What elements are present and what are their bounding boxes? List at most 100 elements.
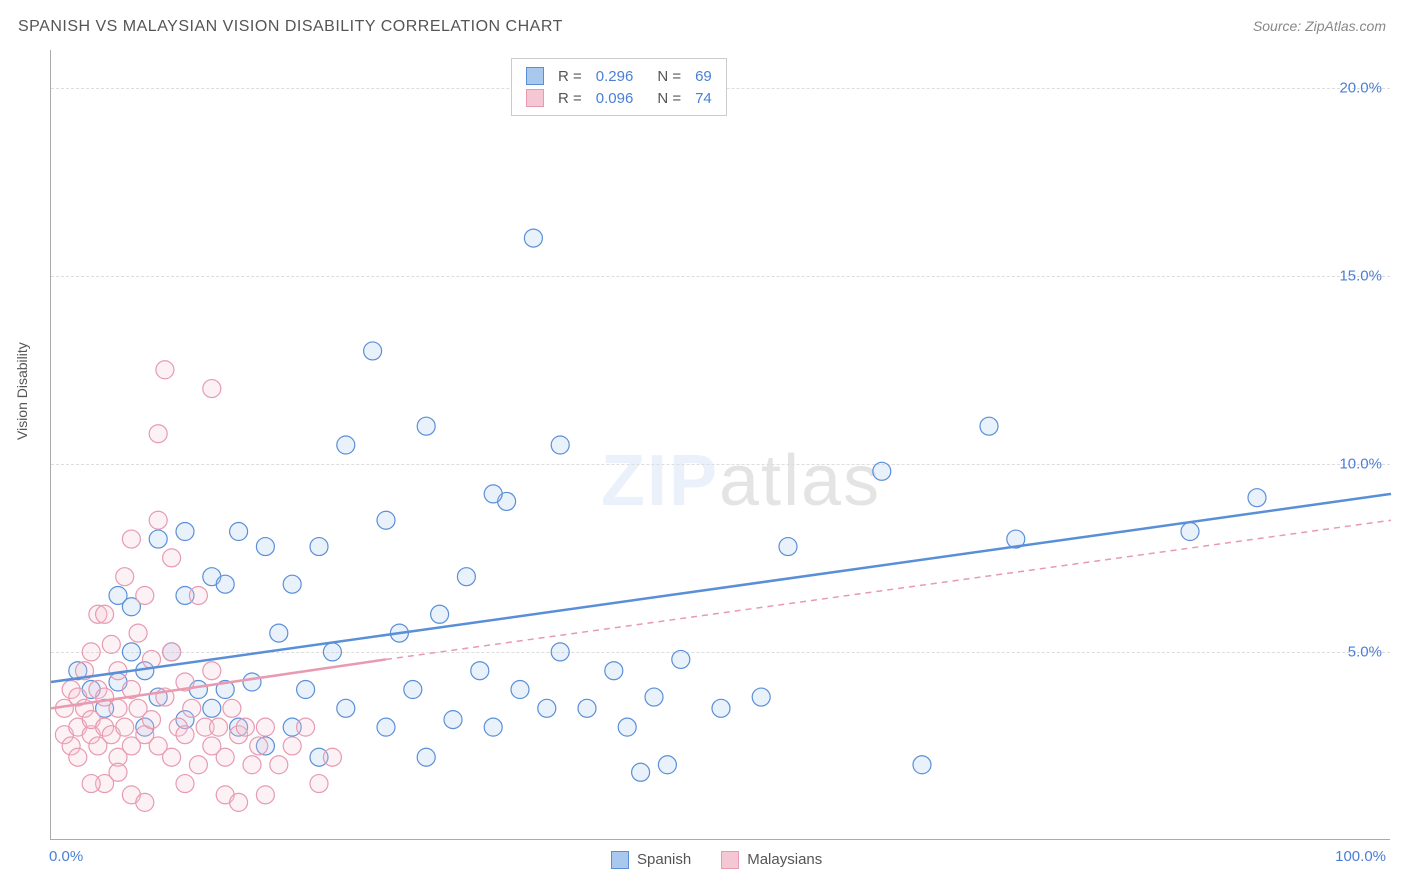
- data-point: [96, 605, 114, 623]
- data-point: [457, 568, 475, 586]
- data-point: [210, 718, 228, 736]
- data-point: [243, 756, 261, 774]
- data-point: [484, 718, 502, 736]
- data-point: [176, 775, 194, 793]
- legend-n-label: N =: [657, 90, 681, 107]
- data-point: [538, 699, 556, 717]
- legend-series-item: Malaysians: [721, 851, 822, 869]
- data-point: [216, 575, 234, 593]
- data-point: [116, 568, 134, 586]
- data-point: [176, 523, 194, 541]
- data-point: [250, 737, 268, 755]
- data-point: [873, 462, 891, 480]
- data-point: [136, 793, 154, 811]
- data-point: [109, 763, 127, 781]
- data-point: [632, 763, 650, 781]
- legend-stats: R = 0.296 N = 69 R = 0.096 N = 74: [511, 58, 727, 116]
- data-point: [431, 605, 449, 623]
- legend-n-label: N =: [657, 68, 681, 85]
- trend-line: [51, 494, 1391, 682]
- y-axis-label: Vision Disability: [14, 342, 30, 440]
- data-point: [323, 748, 341, 766]
- legend-swatch: [611, 851, 629, 869]
- data-point: [230, 793, 248, 811]
- data-point: [417, 417, 435, 435]
- data-point: [283, 737, 301, 755]
- data-point: [69, 748, 87, 766]
- data-point: [82, 643, 100, 661]
- legend-series-item: Spanish: [611, 851, 691, 869]
- data-point: [913, 756, 931, 774]
- data-point: [337, 436, 355, 454]
- data-point: [645, 688, 663, 706]
- legend-r-label: R =: [558, 68, 582, 85]
- data-point: [203, 380, 221, 398]
- data-point: [116, 718, 134, 736]
- legend-n-value: 69: [695, 68, 712, 85]
- legend-swatch: [526, 89, 544, 107]
- data-point: [337, 699, 355, 717]
- data-point: [203, 699, 221, 717]
- data-point: [223, 699, 241, 717]
- data-point: [310, 775, 328, 793]
- data-point: [658, 756, 676, 774]
- legend-n-value: 74: [695, 90, 712, 107]
- data-point: [143, 650, 161, 668]
- scatter-svg: [51, 50, 1390, 839]
- x-tick-label: 0.0%: [49, 848, 83, 865]
- data-point: [980, 417, 998, 435]
- legend-swatch: [526, 67, 544, 85]
- data-point: [176, 726, 194, 744]
- data-point: [163, 643, 181, 661]
- data-point: [578, 699, 596, 717]
- data-point: [82, 775, 100, 793]
- data-point: [283, 575, 301, 593]
- data-point: [230, 523, 248, 541]
- data-point: [417, 748, 435, 766]
- chart-title: SPANISH VS MALAYSIAN VISION DISABILITY C…: [18, 18, 563, 36]
- data-point: [163, 748, 181, 766]
- plot-area: ZIPatlas 5.0%10.0%15.0%20.0% 0.0%100.0% …: [50, 50, 1390, 840]
- data-point: [149, 511, 167, 529]
- data-point: [156, 361, 174, 379]
- data-point: [444, 711, 462, 729]
- data-point: [551, 436, 569, 454]
- data-point: [243, 673, 261, 691]
- data-point: [136, 586, 154, 604]
- data-point: [256, 718, 274, 736]
- data-point: [183, 699, 201, 717]
- source-attribution: Source: ZipAtlas.com: [1253, 18, 1386, 34]
- data-point: [364, 342, 382, 360]
- data-point: [270, 756, 288, 774]
- data-point: [297, 681, 315, 699]
- legend-r-value: 0.296: [596, 68, 634, 85]
- data-point: [1181, 523, 1199, 541]
- data-point: [163, 549, 181, 567]
- legend-r-label: R =: [558, 90, 582, 107]
- data-point: [323, 643, 341, 661]
- data-point: [216, 748, 234, 766]
- data-point: [712, 699, 730, 717]
- x-tick-label: 100.0%: [1335, 848, 1386, 865]
- data-point: [236, 718, 254, 736]
- data-point: [618, 718, 636, 736]
- data-point: [779, 538, 797, 556]
- legend-r-value: 0.096: [596, 90, 634, 107]
- data-point: [471, 662, 489, 680]
- data-point: [752, 688, 770, 706]
- data-point: [511, 681, 529, 699]
- data-point: [551, 643, 569, 661]
- data-point: [203, 662, 221, 680]
- data-point: [377, 511, 395, 529]
- data-point: [1248, 489, 1266, 507]
- data-point: [189, 756, 207, 774]
- data-point: [297, 718, 315, 736]
- legend-stat-row: R = 0.296 N = 69: [526, 65, 712, 87]
- data-point: [672, 650, 690, 668]
- data-point: [524, 229, 542, 247]
- data-point: [377, 718, 395, 736]
- legend-stat-row: R = 0.096 N = 74: [526, 87, 712, 109]
- legend-swatch: [721, 851, 739, 869]
- data-point: [310, 538, 328, 556]
- data-point: [256, 786, 274, 804]
